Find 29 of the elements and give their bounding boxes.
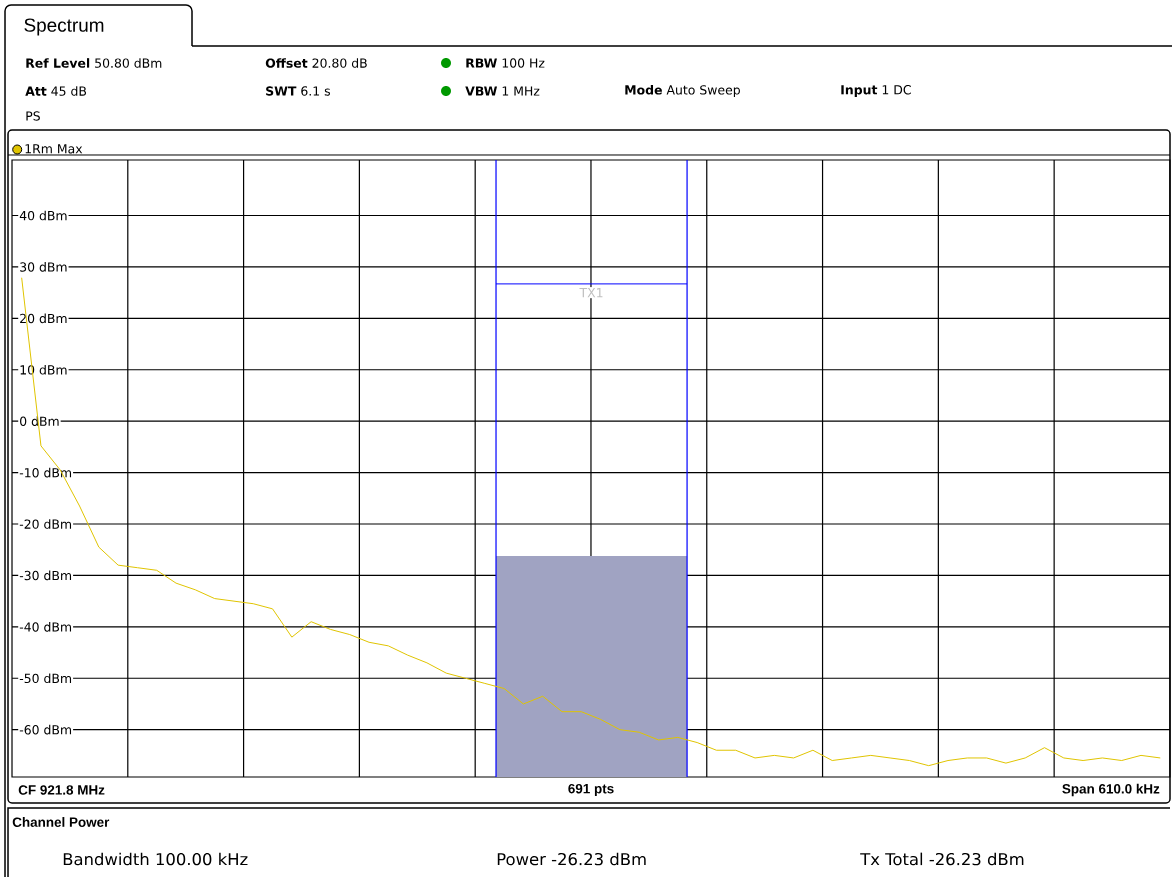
y-tick-label: 10 dBm <box>20 364 67 375</box>
text: Power -26.23 dBm <box>497 852 646 866</box>
y-tick-label: -40 dBm <box>19 622 72 632</box>
text: Ref Level 50.80 dBm <box>26 58 162 68</box>
text: Mode Auto Sweep <box>625 84 740 98</box>
y-tick-label: -50 dBm <box>19 673 72 684</box>
chart-title: Spectrum <box>24 18 104 36</box>
y-tick-label: -10 dBm <box>19 467 72 478</box>
text: Input 1 DC <box>841 85 911 97</box>
y-tick-label: -30 dBm <box>19 570 72 581</box>
text: SWT 6.1 s <box>266 86 330 96</box>
text: Tx Total -26.23 dBm <box>860 852 1024 866</box>
text: Att 45 dB <box>25 86 87 96</box>
y-tick-label: 40 dBm <box>19 210 67 221</box>
text: 691 pts <box>568 783 614 797</box>
text: Span 610.0 kHz <box>1062 783 1160 797</box>
y-tick-label: -20 dBm <box>19 519 72 529</box>
text: Offset 20.80 dB <box>265 58 367 68</box>
text: VBW 1 MHz <box>465 86 540 96</box>
y-tick-label: -60 dBm <box>19 724 72 735</box>
legend-label: 1Rm Max <box>25 144 83 154</box>
ref-line-label: TX1 <box>579 288 603 298</box>
text: Bandwidth 100.00 kHz <box>63 852 248 866</box>
y-tick-label: 0 dBm <box>20 416 59 426</box>
text: CF 921.8 MHz <box>18 785 105 795</box>
text: Channel Power <box>12 817 110 827</box>
y-tick-label: 30 dBm <box>20 262 67 272</box>
text: RBW 100 Hz <box>466 58 545 68</box>
text: PS <box>26 111 40 121</box>
